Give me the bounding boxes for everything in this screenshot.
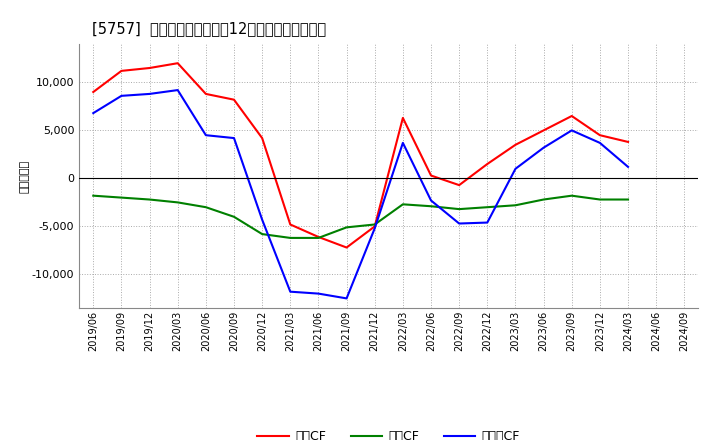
- 投資CF: [342, 225, 351, 230]
- 営業CF: [511, 142, 520, 147]
- Line: 投資CF: 投資CF: [94, 196, 628, 238]
- 投資CF: [595, 197, 604, 202]
- 投資CF: [567, 193, 576, 198]
- 営業CF: [539, 128, 548, 133]
- フリーCF: [202, 132, 210, 138]
- フリーCF: [174, 88, 182, 93]
- 営業CF: [258, 136, 266, 141]
- フリーCF: [399, 140, 408, 146]
- 投資CF: [427, 204, 436, 209]
- フリーCF: [370, 226, 379, 231]
- Text: [5757]  キャッシュフローの12か月移動合計の推移: [5757] キャッシュフローの12か月移動合計の推移: [91, 21, 325, 36]
- 営業CF: [483, 161, 492, 167]
- 投資CF: [286, 235, 294, 241]
- 営業CF: [286, 222, 294, 227]
- フリーCF: [624, 164, 632, 169]
- 投資CF: [483, 205, 492, 210]
- フリーCF: [89, 110, 98, 116]
- 営業CF: [117, 68, 126, 73]
- フリーCF: [342, 296, 351, 301]
- Line: 営業CF: 営業CF: [94, 63, 628, 248]
- 投資CF: [539, 197, 548, 202]
- フリーCF: [511, 166, 520, 172]
- 投資CF: [145, 197, 154, 202]
- 営業CF: [342, 245, 351, 250]
- フリーCF: [117, 93, 126, 99]
- Legend: 営業CF, 投資CF, フリーCF: 営業CF, 投資CF, フリーCF: [253, 425, 525, 440]
- 営業CF: [595, 132, 604, 138]
- フリーCF: [258, 217, 266, 222]
- フリーCF: [230, 136, 238, 141]
- 営業CF: [455, 183, 464, 188]
- 営業CF: [624, 139, 632, 145]
- 投資CF: [399, 202, 408, 207]
- フリーCF: [483, 220, 492, 225]
- Y-axis label: （百万円）: （百万円）: [19, 159, 29, 193]
- 投資CF: [314, 235, 323, 241]
- フリーCF: [286, 289, 294, 294]
- 営業CF: [399, 115, 408, 121]
- 営業CF: [89, 89, 98, 95]
- 営業CF: [427, 173, 436, 178]
- 投資CF: [511, 203, 520, 208]
- 営業CF: [145, 66, 154, 71]
- Line: フリーCF: フリーCF: [94, 90, 628, 298]
- 投資CF: [258, 231, 266, 237]
- 投資CF: [89, 193, 98, 198]
- 投資CF: [117, 195, 126, 200]
- 投資CF: [624, 197, 632, 202]
- 営業CF: [314, 235, 323, 240]
- 投資CF: [370, 222, 379, 227]
- 営業CF: [202, 91, 210, 96]
- 営業CF: [174, 61, 182, 66]
- フリーCF: [539, 145, 548, 150]
- フリーCF: [567, 128, 576, 133]
- 投資CF: [455, 206, 464, 212]
- 投資CF: [202, 205, 210, 210]
- フリーCF: [314, 291, 323, 296]
- フリーCF: [427, 198, 436, 203]
- フリーCF: [145, 91, 154, 96]
- フリーCF: [595, 140, 604, 146]
- 投資CF: [174, 200, 182, 205]
- 投資CF: [230, 214, 238, 220]
- 営業CF: [567, 114, 576, 119]
- 営業CF: [370, 224, 379, 229]
- フリーCF: [455, 221, 464, 226]
- 営業CF: [230, 97, 238, 103]
